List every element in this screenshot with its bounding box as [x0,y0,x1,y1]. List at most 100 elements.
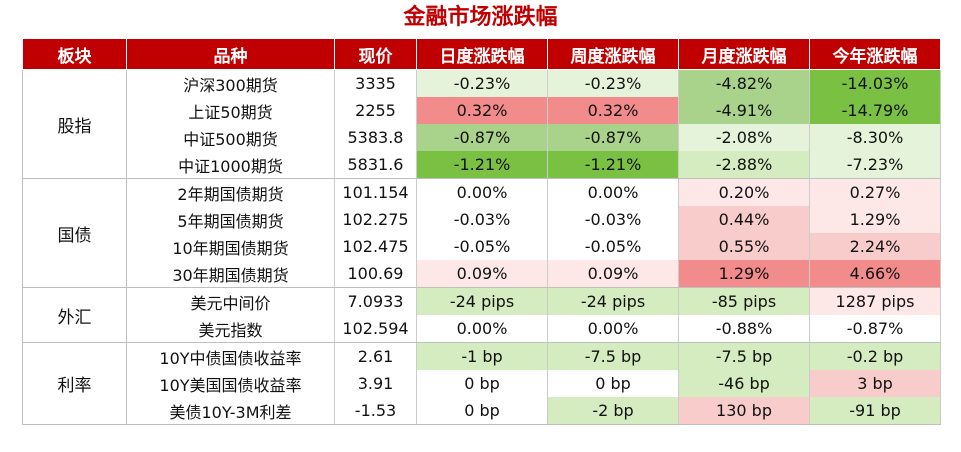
item-cell: 中证1000期货 [126,151,335,179]
section-label: 股指 [22,69,127,179]
price-cell: 5383.8 [334,124,417,151]
price-cell: 3.91 [334,370,417,397]
item-cell: 10年期国债期货 [126,233,335,260]
monthly-change-cell: -4.82% [678,69,810,97]
table-row: 中证1000期货 5831.6 -1.21% -1.21% -2.88% -7.… [23,151,941,179]
weekly-change-cell: 0.00% [547,315,679,343]
weekly-change-cell: -0.23% [547,69,679,97]
ytd-change-cell: -14.03% [809,69,941,97]
daily-change-cell: 0.32% [416,97,548,124]
table-row: 国债 2年期国债期货 101.154 0.00% 0.00% 0.20% 0.2… [22,178,941,288]
daily-change-cell: -0.03% [416,206,548,233]
monthly-change-cell: -2.88% [678,151,810,179]
price-cell: 100.69 [334,260,417,288]
price-cell: 7.0933 [334,287,417,315]
monthly-change-cell: -0.88% [678,315,810,343]
item-cell: 美元中间价 [126,287,335,315]
header-monthly-change: 月度涨跌幅 [678,38,810,70]
weekly-change-cell: -7.5 bp [547,342,679,370]
monthly-change-cell: 0.20% [678,178,810,206]
table-row: 美债10Y-3M利差 -1.53 0 bp -2 bp 130 bp -91 b… [23,397,941,425]
monthly-change-cell: 0.44% [678,206,810,233]
item-cell: 中证500期货 [126,124,335,151]
ytd-change-cell: -7.23% [809,151,941,179]
item-cell: 30年期国债期货 [126,260,335,288]
weekly-change-cell: -24 pips [547,287,679,315]
weekly-change-cell: 0.32% [547,97,679,124]
daily-change-cell: -0.05% [416,233,548,260]
item-cell: 2年期国债期货 [126,178,335,206]
page-title: 金融市场涨跌幅 [403,5,558,30]
table-row: 30年期国债期货 100.69 0.09% 0.09% 1.29% 4.66% [23,260,941,288]
monthly-change-cell: -2.08% [678,124,810,151]
table-row: 美元指数 102.594 0.00% 0.00% -0.88% -0.87% [23,315,941,343]
ytd-change-cell: -0.87% [809,315,941,343]
header-weekly-change: 周度涨跌幅 [547,38,679,70]
daily-change-cell: -1.21% [416,151,548,179]
item-cell: 10Y美国国债收益率 [126,370,335,397]
daily-change-cell: -1 bp [416,342,548,370]
ytd-change-cell: -14.79% [809,97,941,124]
table-row: 中证500期货 5383.8 -0.87% -0.87% -2.08% -8.3… [23,124,941,151]
item-cell: 美元指数 [126,315,335,343]
price-cell: 5831.6 [334,151,417,179]
daily-change-cell: 0.00% [416,315,548,343]
price-cell: -1.53 [334,397,417,425]
ytd-change-cell: 2.24% [809,233,941,260]
header-daily-change: 日度涨跌幅 [416,38,548,70]
weekly-change-cell: -1.21% [547,151,679,179]
header-ytd-change: 今年涨跌幅 [809,38,941,70]
weekly-change-cell: 0.00% [547,178,679,206]
weekly-change-cell: 0.09% [547,260,679,288]
table-row: 股指 沪深300期货 3335 -0.23% -0.23% -4.82% -14… [22,69,941,179]
table-row: 外汇 美元中间价 7.0933 -24 pips -24 pips -85 pi… [22,287,941,343]
market-change-table: 板块 品种 现价 日度涨跌幅 周度涨跌幅 月度涨跌幅 今年涨跌幅 股指 沪深30… [22,38,941,425]
monthly-change-cell: -4.91% [678,97,810,124]
monthly-change-cell: -46 bp [678,370,810,397]
price-cell: 102.594 [334,315,417,343]
section-label: 利率 [22,342,127,425]
table-row: 利率 10Y中债国债收益率 2.61 -1 bp -7.5 bp -7.5 bp… [22,342,941,425]
monthly-change-cell: 0.55% [678,233,810,260]
ytd-change-cell: -8.30% [809,124,941,151]
section-label: 外汇 [22,287,127,343]
daily-change-cell: -0.87% [416,124,548,151]
monthly-change-cell: 1.29% [678,260,810,288]
table-row: 5年期国债期货 102.275 -0.03% -0.03% 0.44% 1.29… [23,206,941,233]
ytd-change-cell: 0.27% [809,178,941,206]
item-cell: 10Y中债国债收益率 [126,342,335,370]
table-row: 10年期国债期货 102.475 -0.05% -0.05% 0.55% 2.2… [23,233,941,260]
header-item: 品种 [126,38,335,70]
weekly-change-cell: 0 bp [547,370,679,397]
weekly-change-cell: -0.03% [547,206,679,233]
price-cell: 102.275 [334,206,417,233]
daily-change-cell: 0 bp [416,370,548,397]
price-cell: 3335 [334,69,417,97]
daily-change-cell: -24 pips [416,287,548,315]
table-row: 10Y美国国债收益率 3.91 0 bp 0 bp -46 bp 3 bp [23,370,941,397]
item-cell: 上证50期货 [126,97,335,124]
price-cell: 101.154 [334,178,417,206]
table-row: 上证50期货 2255 0.32% 0.32% -4.91% -14.79% [23,97,941,124]
header-price: 现价 [334,38,417,70]
item-cell: 5年期国债期货 [126,206,335,233]
monthly-change-cell: -7.5 bp [678,342,810,370]
section-label: 国债 [22,178,127,288]
price-cell: 2.61 [334,342,417,370]
item-cell: 美债10Y-3M利差 [126,397,335,425]
ytd-change-cell: 3 bp [809,370,941,397]
item-cell: 沪深300期货 [126,69,335,97]
ytd-change-cell: 1287 pips [809,287,941,315]
price-cell: 2255 [334,97,417,124]
daily-change-cell: 0.09% [416,260,548,288]
header-row: 板块 品种 现价 日度涨跌幅 周度涨跌幅 月度涨跌幅 今年涨跌幅 [22,38,941,70]
header-sector: 板块 [22,38,127,70]
weekly-change-cell: -0.87% [547,124,679,151]
ytd-change-cell: 4.66% [809,260,941,288]
ytd-change-cell: -0.2 bp [809,342,941,370]
daily-change-cell: 0.00% [416,178,548,206]
weekly-change-cell: -2 bp [547,397,679,425]
daily-change-cell: -0.23% [416,69,548,97]
price-cell: 102.475 [334,233,417,260]
ytd-change-cell: 1.29% [809,206,941,233]
